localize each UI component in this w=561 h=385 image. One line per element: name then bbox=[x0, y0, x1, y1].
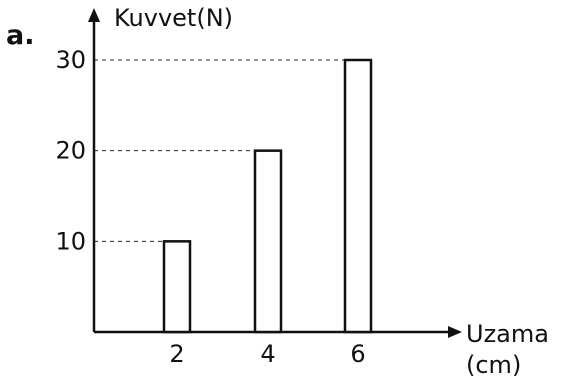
y-axis-label: Kuvvet(N) bbox=[114, 4, 233, 32]
x-tick-label: 6 bbox=[350, 340, 365, 368]
panel-label: a. bbox=[6, 20, 34, 51]
x-tick-label: 4 bbox=[260, 340, 275, 368]
bar bbox=[162, 240, 192, 334]
x-axis-arrow-icon bbox=[448, 326, 462, 338]
bar bbox=[343, 58, 373, 334]
bar bbox=[253, 149, 283, 334]
y-axis-arrow-icon bbox=[88, 8, 100, 22]
y-tick-label: 10 bbox=[55, 227, 86, 255]
chart-marks: 10 20 30 2 4 6 bbox=[55, 46, 373, 368]
y-tick-label: 30 bbox=[55, 46, 86, 74]
x-axis-label-line1: Uzama bbox=[466, 320, 549, 348]
y-tick-label: 20 bbox=[55, 137, 86, 165]
x-axis-label-line2: (cm) bbox=[466, 351, 521, 379]
x-tick-label: 2 bbox=[169, 340, 184, 368]
